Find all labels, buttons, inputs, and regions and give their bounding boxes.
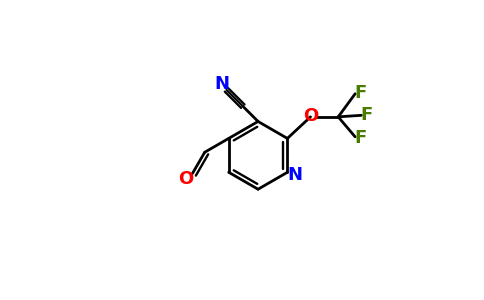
Text: N: N [287, 167, 302, 184]
Text: F: F [361, 106, 373, 124]
Text: F: F [354, 84, 367, 102]
Text: N: N [214, 75, 229, 93]
Text: F: F [354, 129, 367, 147]
Text: O: O [179, 170, 194, 188]
Text: O: O [303, 107, 318, 125]
